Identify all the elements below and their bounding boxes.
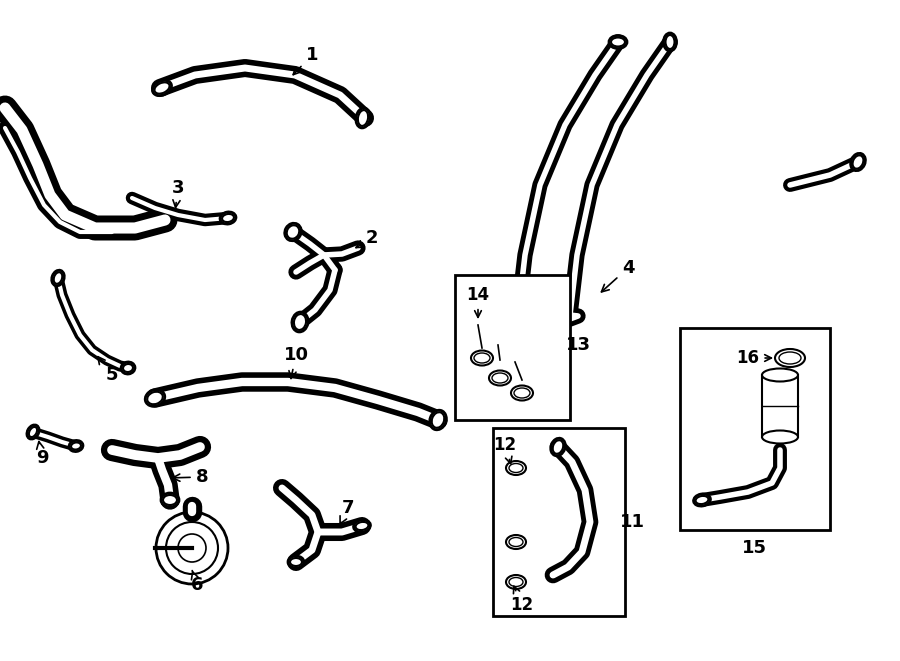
Ellipse shape — [553, 440, 563, 454]
Ellipse shape — [71, 442, 81, 449]
Ellipse shape — [492, 373, 508, 383]
Ellipse shape — [288, 556, 304, 568]
Ellipse shape — [29, 427, 37, 437]
Bar — [762, 375, 798, 437]
Ellipse shape — [509, 463, 523, 473]
Ellipse shape — [696, 496, 708, 504]
Text: 15: 15 — [742, 539, 767, 557]
Ellipse shape — [290, 558, 302, 566]
Text: 2: 2 — [356, 229, 378, 248]
Bar — [493, 428, 625, 616]
Ellipse shape — [850, 153, 866, 171]
Ellipse shape — [358, 110, 368, 126]
Ellipse shape — [51, 270, 64, 286]
Text: 12: 12 — [493, 436, 517, 463]
Circle shape — [166, 522, 218, 574]
Ellipse shape — [611, 38, 625, 46]
Ellipse shape — [506, 535, 526, 549]
Ellipse shape — [506, 575, 526, 589]
Bar — [455, 275, 570, 420]
Circle shape — [156, 512, 228, 584]
Ellipse shape — [775, 349, 805, 367]
Ellipse shape — [163, 495, 177, 505]
Circle shape — [178, 534, 206, 562]
Ellipse shape — [762, 368, 798, 381]
Ellipse shape — [665, 35, 674, 49]
Text: 11: 11 — [619, 513, 644, 531]
Ellipse shape — [509, 578, 523, 586]
Ellipse shape — [509, 537, 523, 547]
Ellipse shape — [609, 36, 627, 48]
Ellipse shape — [429, 410, 446, 430]
Ellipse shape — [121, 362, 135, 374]
Ellipse shape — [762, 430, 798, 444]
Text: 9: 9 — [36, 442, 49, 467]
Ellipse shape — [474, 353, 490, 363]
Ellipse shape — [511, 385, 533, 401]
Ellipse shape — [551, 438, 565, 456]
Text: 6: 6 — [191, 570, 203, 594]
Ellipse shape — [852, 155, 863, 169]
Text: 1: 1 — [293, 46, 319, 75]
Ellipse shape — [152, 81, 172, 96]
Ellipse shape — [161, 493, 179, 507]
Ellipse shape — [471, 350, 493, 366]
Ellipse shape — [694, 494, 710, 506]
Ellipse shape — [287, 225, 300, 239]
Ellipse shape — [148, 392, 163, 405]
Text: 4: 4 — [601, 259, 634, 292]
Ellipse shape — [69, 440, 83, 451]
Ellipse shape — [155, 83, 169, 94]
Text: 3: 3 — [172, 179, 184, 208]
Ellipse shape — [123, 364, 133, 372]
Ellipse shape — [292, 312, 308, 332]
Ellipse shape — [356, 108, 370, 128]
Text: 14: 14 — [466, 286, 490, 317]
Ellipse shape — [356, 522, 368, 530]
Ellipse shape — [145, 390, 165, 407]
Ellipse shape — [27, 425, 39, 439]
Ellipse shape — [514, 388, 530, 398]
Ellipse shape — [284, 223, 302, 241]
Ellipse shape — [222, 214, 234, 222]
Text: 8: 8 — [173, 468, 208, 486]
Ellipse shape — [220, 212, 236, 224]
Ellipse shape — [432, 412, 445, 428]
Text: 7: 7 — [340, 499, 355, 524]
Text: 12: 12 — [510, 586, 534, 614]
Text: 5: 5 — [98, 357, 118, 384]
Bar — [680, 328, 830, 530]
Text: 13: 13 — [565, 336, 590, 354]
Text: 16: 16 — [736, 349, 771, 367]
Ellipse shape — [506, 461, 526, 475]
Ellipse shape — [489, 371, 511, 385]
Ellipse shape — [663, 33, 677, 51]
Ellipse shape — [54, 272, 62, 284]
Ellipse shape — [354, 520, 371, 532]
Text: 10: 10 — [284, 346, 309, 379]
Ellipse shape — [294, 314, 306, 330]
Ellipse shape — [779, 352, 801, 364]
